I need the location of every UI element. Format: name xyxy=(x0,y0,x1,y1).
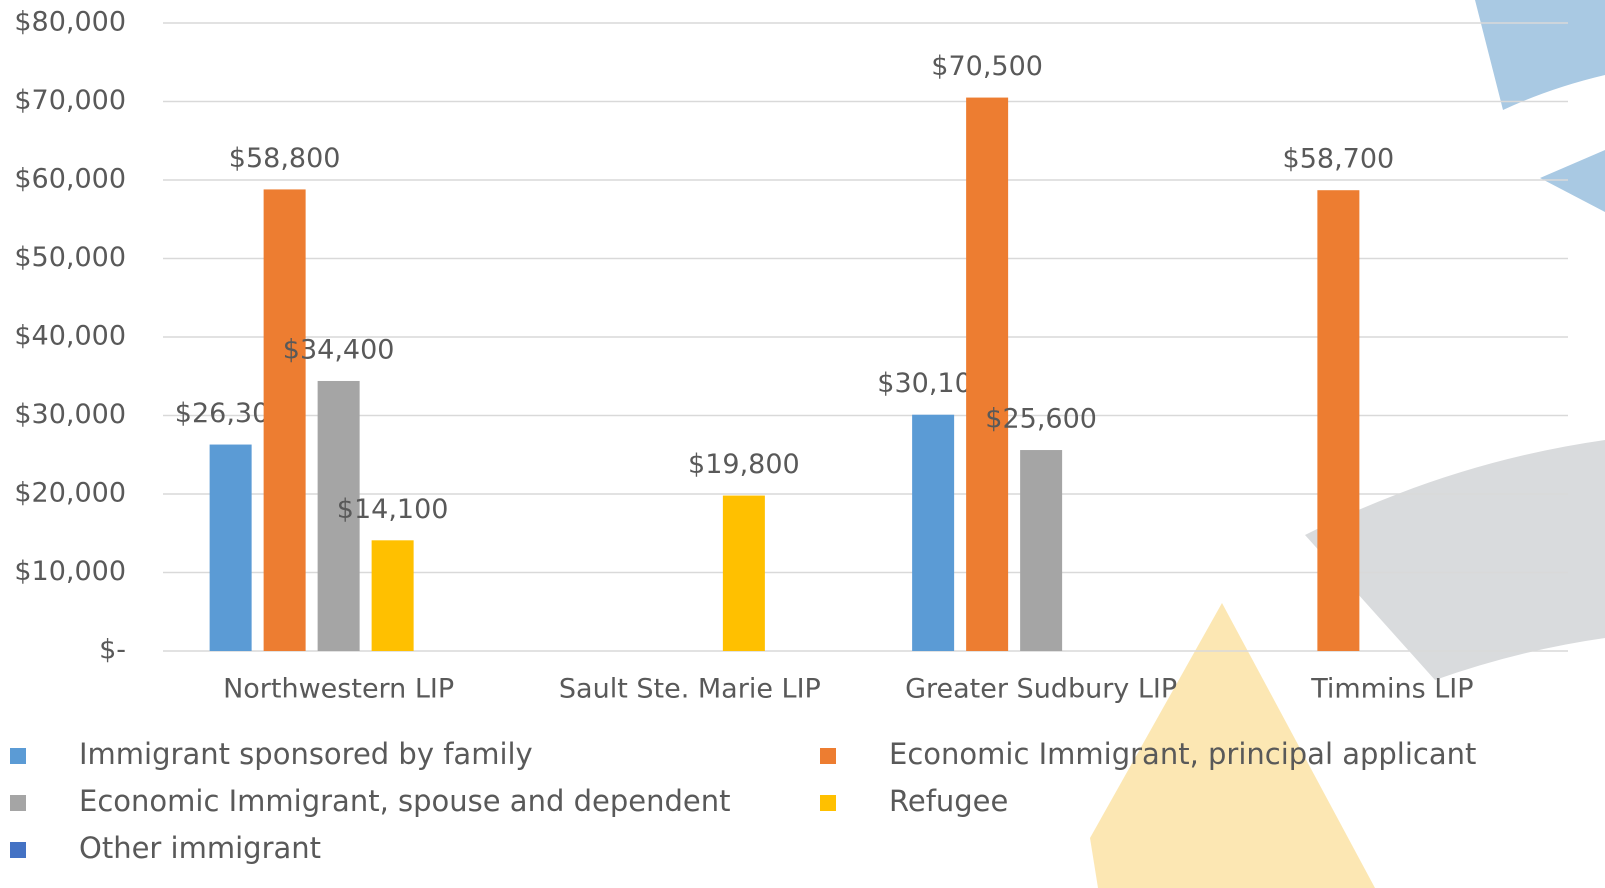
y-tick-label: $60,000 xyxy=(14,164,126,195)
data-label: $34,400 xyxy=(283,334,395,365)
y-tick-label: $30,000 xyxy=(14,399,126,430)
deco-blue-wedge xyxy=(1540,150,1605,212)
data-label: $58,700 xyxy=(1283,144,1395,175)
data-label: $14,100 xyxy=(337,494,449,525)
x-tick-label: Timmins LIP xyxy=(1310,674,1473,705)
deco-blue-arc xyxy=(1475,0,1605,110)
bar xyxy=(723,496,765,651)
y-tick-label: $20,000 xyxy=(14,478,126,509)
bar xyxy=(264,189,306,651)
legend-label: Immigrant sponsored by family xyxy=(79,737,533,771)
y-tick-label: $50,000 xyxy=(14,242,126,273)
legend-marker xyxy=(820,795,836,811)
legend-marker xyxy=(10,842,26,858)
legend-label: Other immigrant xyxy=(79,831,321,865)
bar xyxy=(372,540,414,651)
chart: $- $10,000 $20,000 $30,000 $40,000 $50,000 $60… xyxy=(0,0,1605,888)
legend-label: Economic Immigrant, spouse and dependent xyxy=(79,784,730,818)
bar xyxy=(1317,190,1359,651)
x-tick-label: Northwestern LIP xyxy=(223,674,454,705)
y-tick-label: $70,000 xyxy=(14,85,126,116)
legend-label: Refugee xyxy=(889,784,1008,818)
legend-label: Economic Immigrant, principal applicant xyxy=(889,737,1476,771)
legend-marker xyxy=(10,748,26,764)
y-tick-label: $- xyxy=(99,635,126,666)
bar xyxy=(210,445,252,651)
x-tick-label: Sault Ste. Marie LIP xyxy=(559,674,821,705)
data-label: $19,800 xyxy=(688,449,800,480)
data-label: $70,500 xyxy=(931,51,1043,82)
y-tick-label: $40,000 xyxy=(14,321,126,352)
x-tick-label: Greater Sudbury LIP xyxy=(905,674,1177,705)
legend-marker xyxy=(820,748,836,764)
y-tick-label: $10,000 xyxy=(14,556,126,587)
data-label: $25,600 xyxy=(985,404,1097,435)
bar xyxy=(1020,450,1062,651)
bar xyxy=(966,98,1008,651)
legend-marker xyxy=(10,795,26,811)
data-label: $58,800 xyxy=(229,143,341,174)
y-tick-label: $80,000 xyxy=(14,7,126,38)
bar xyxy=(912,415,954,651)
